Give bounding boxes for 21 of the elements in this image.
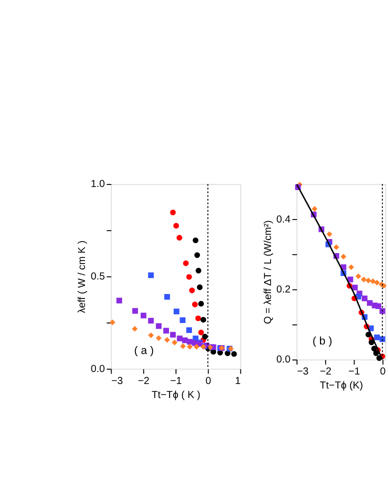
x-tick-label: 0: [380, 366, 386, 378]
y-tick-label: 0.4: [276, 214, 291, 226]
y-tick-label: 1.0: [90, 179, 106, 190]
x-tick-label: −2: [138, 376, 150, 387]
x-tick-label: −3: [297, 366, 309, 378]
annotation: ( b ): [312, 336, 332, 348]
x-axis-title: Tt−Tϕ ( K ): [152, 390, 200, 401]
y-tick-label: 0.0: [276, 354, 291, 366]
y-tick-label: 0.5: [90, 272, 106, 283]
x-tick-label: −1: [170, 376, 182, 387]
y-tick-label: 0.0: [90, 364, 106, 375]
x-tick-label: −1: [348, 366, 360, 378]
y-axis-title: Q = λeff ΔT / L (W/cm²): [262, 220, 274, 324]
x-tick-label: 0: [205, 376, 212, 387]
x-axis-title: Tt−Tϕ (K): [320, 380, 363, 392]
x-tick-label: 1: [234, 376, 241, 387]
y-axis-title: λeff ( W / cm K ): [77, 240, 88, 314]
y-tick-label: 0.2: [276, 284, 291, 296]
annotation: ( a ): [134, 344, 154, 357]
x-tick-label: −2: [320, 366, 332, 378]
x-tick-label: −3: [111, 376, 124, 387]
